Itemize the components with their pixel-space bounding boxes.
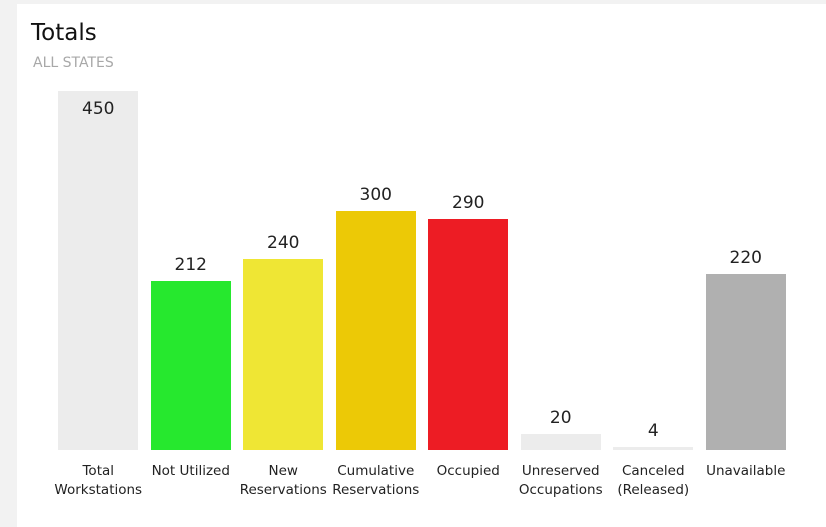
category-label: New Reservations <box>239 463 327 498</box>
value-label: 450 <box>82 99 115 119</box>
chart-title: Totals <box>31 20 97 46</box>
chart-card: Totals ALL STATES 450 Total Workstations 2… <box>17 4 826 527</box>
bar <box>243 258 324 450</box>
category-label: Not Utilized <box>151 463 230 479</box>
category-label: Cumulative Reservations <box>332 463 420 498</box>
category-label: Total Workstations <box>54 463 143 498</box>
chart-subtitle: ALL STATES <box>33 55 114 71</box>
bar <box>705 274 786 450</box>
value-label: 212 <box>174 254 207 275</box>
category-label: Unavailable <box>706 463 786 479</box>
bar <box>150 280 231 450</box>
value-label: 290 <box>452 192 485 213</box>
category-label: Occupied <box>436 463 500 479</box>
value-label: 300 <box>359 184 392 205</box>
category-label: Canceled (Released) <box>617 463 690 498</box>
bar <box>520 434 601 450</box>
value-label: 240 <box>267 232 300 253</box>
bar <box>613 446 694 450</box>
value-label: 220 <box>729 248 762 269</box>
value-label: 20 <box>549 408 572 429</box>
value-label: 4 <box>647 420 659 441</box>
bar <box>428 218 509 450</box>
category-label: Unreserved Occupations <box>518 463 603 498</box>
bar <box>58 91 139 450</box>
bar <box>335 210 416 450</box>
